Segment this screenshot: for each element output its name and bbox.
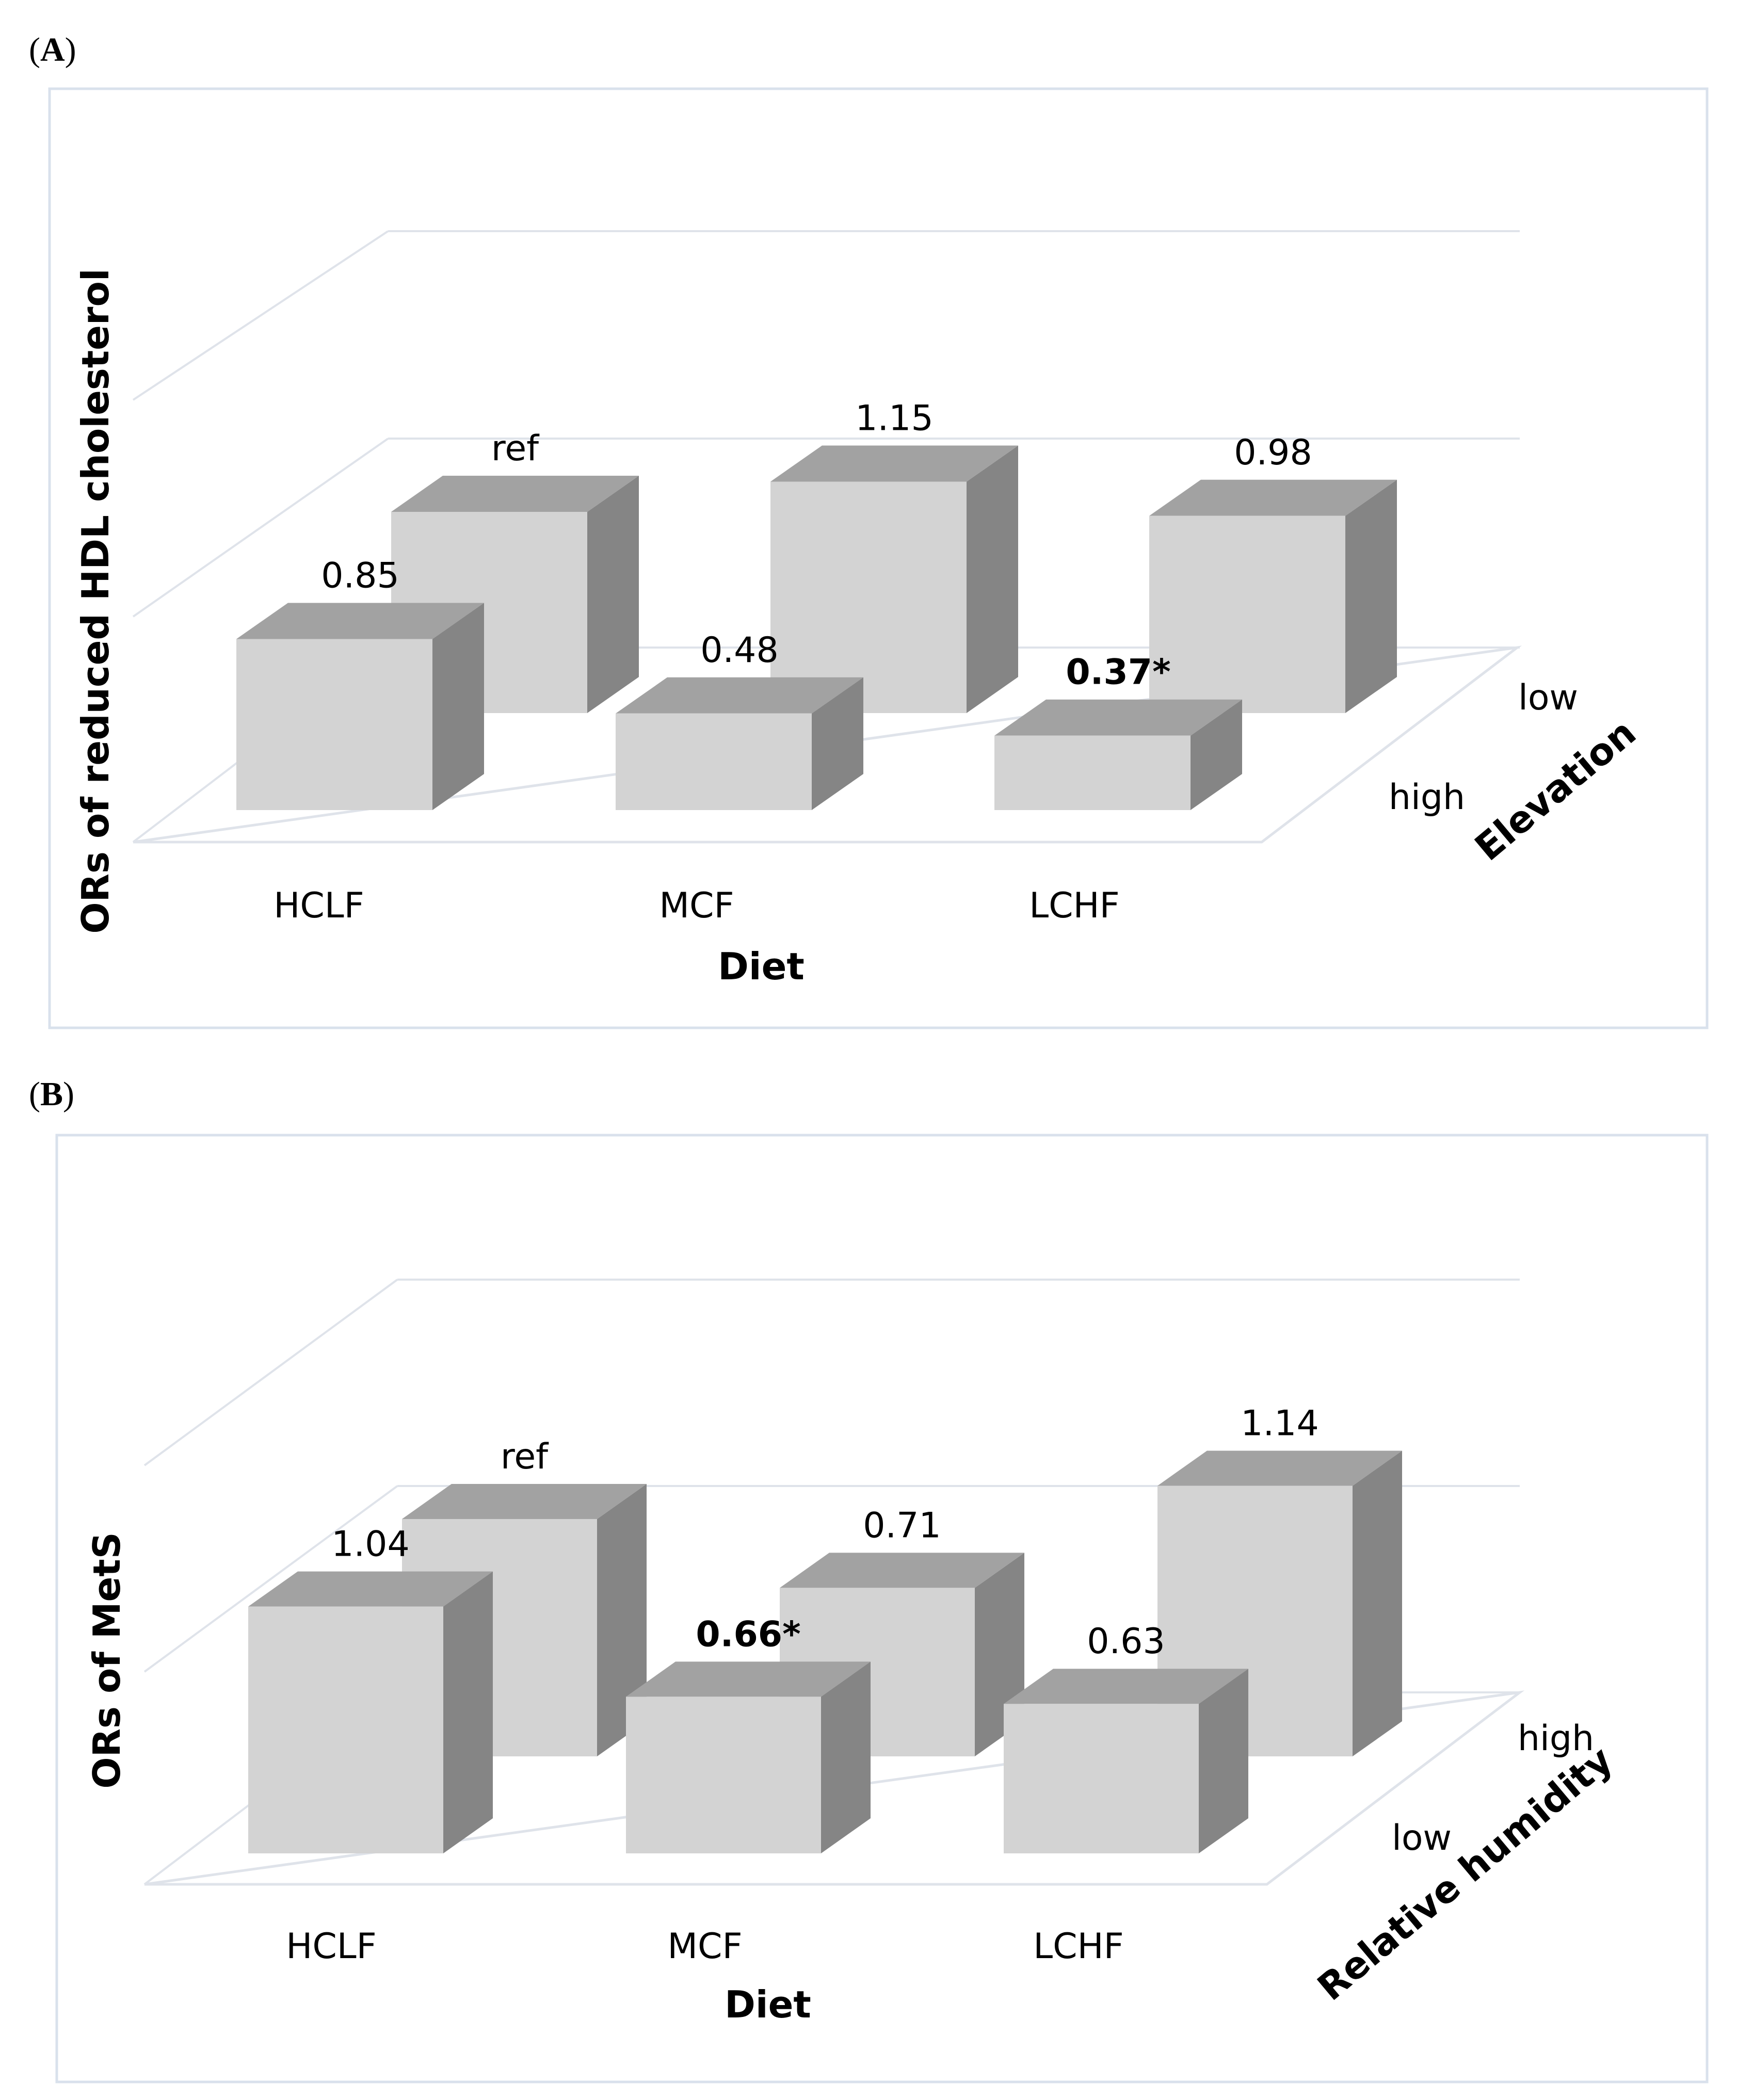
bar-side-face	[587, 476, 639, 713]
bar-front-face	[248, 1606, 443, 1853]
panel-b-category-hclf: HCLF	[286, 1926, 377, 1967]
bar-high-mcf	[616, 677, 863, 810]
bar-side-face	[967, 445, 1018, 713]
panel-b: (B) ref 0.71 1.14 1.04 0.66* 0.63 HCLF MCF LC…	[29, 1075, 1709, 2083]
value-label-low-mcf: 0.66*	[696, 1614, 800, 1655]
bar-high-hclf	[236, 603, 484, 810]
panel-b-value-labels: ref 0.71 1.14 1.04 0.66* 0.63	[331, 1403, 1318, 1662]
panel-b-depth-axis-title: Relative humidity	[1309, 1738, 1620, 2009]
panel-b-x-axis-title: Diet	[725, 1983, 811, 2026]
bar-side-face	[432, 603, 484, 810]
gridline-side	[132, 438, 389, 618]
value-label-high-mcf: 0.48	[700, 630, 778, 671]
panel-b-frame	[55, 1134, 1709, 2083]
bar-top-face	[626, 1661, 871, 1697]
panel-b-y-axis-title: ORs of MetS	[85, 1532, 128, 1788]
value-label-high-lchf: 1.14	[1241, 1403, 1318, 1444]
panel-a-frame	[48, 87, 1709, 1029]
gridline-side	[132, 230, 389, 401]
bar-top-face	[248, 1571, 493, 1607]
panel-a-label: (A)	[29, 31, 76, 69]
bar-low-mcf	[626, 1661, 871, 1853]
panel-a-bars	[236, 445, 1397, 810]
bar-side-face	[1345, 479, 1397, 713]
bar-low-mcf	[770, 445, 1018, 713]
value-label-high-hclf: ref	[501, 1436, 549, 1477]
panel-a-value-labels: ref 1.15 0.98 0.85 0.48 0.37*	[321, 398, 1312, 693]
panel-b-bars	[248, 1450, 1402, 1853]
bar-front-face	[994, 735, 1191, 810]
value-label-high-hclf: 0.85	[321, 556, 399, 596]
panel-a-y-axis-title: ORs of reduced HDL cholesterol	[74, 268, 117, 933]
bar-front-face	[770, 481, 967, 713]
value-label-low-mcf: 1.15	[855, 398, 933, 439]
gridline-side	[143, 1279, 398, 1466]
bar-front-face	[626, 1697, 821, 1853]
value-label-high-lchf: 0.37*	[1066, 652, 1170, 693]
bar-top-face	[994, 699, 1242, 736]
bar-side-face	[812, 677, 863, 810]
bar-top-face	[1004, 1669, 1248, 1704]
bar-front-face	[1004, 1704, 1199, 1853]
bar-top-face	[236, 603, 484, 639]
bar-front-face	[1149, 515, 1345, 713]
panel-a-x-axis-title: Diet	[718, 945, 805, 988]
panel-a-depth-tick-low: low	[1518, 677, 1578, 718]
bar-side-face	[821, 1661, 871, 1853]
gridline-side	[143, 1485, 398, 1673]
panel-a-category-mcf: MCF	[659, 885, 734, 926]
panel-b-category-lchf: LCHF	[1033, 1926, 1124, 1967]
value-label-high-mcf: 0.71	[863, 1505, 941, 1546]
bar-side-face	[1353, 1450, 1402, 1756]
bar-top-face	[616, 677, 863, 714]
value-label-low-hclf: ref	[491, 428, 540, 469]
bar-low-lchf	[1004, 1669, 1248, 1853]
bar-top-face	[391, 476, 639, 512]
bar-top-face	[770, 445, 1018, 482]
bar-top-face	[780, 1553, 1024, 1588]
bar-low-lchf	[1149, 479, 1397, 713]
panel-a-depth-tick-high: high	[1389, 777, 1465, 818]
bar-top-face	[1157, 1450, 1402, 1486]
panel-a: (A) ref 1.15 0.98 0.85 0.48 0.37* HCLF MCF LC…	[29, 31, 1709, 1029]
bar-front-face	[236, 639, 432, 810]
bar-top-face	[402, 1484, 647, 1519]
value-label-low-lchf: 0.63	[1087, 1621, 1165, 1662]
panel-a-depth-axis-title: Elevation	[1467, 710, 1644, 869]
panel-b-category-mcf: MCF	[667, 1926, 742, 1967]
bar-top-face	[1149, 479, 1397, 516]
panel-b-depth-tick-low: low	[1392, 1818, 1452, 1859]
bar-side-face	[1191, 699, 1242, 810]
bar-high-lchf	[994, 699, 1242, 810]
value-label-low-lchf: 0.98	[1234, 432, 1312, 473]
panel-b-label: (B)	[29, 1075, 74, 1113]
bar-side-face	[597, 1484, 647, 1756]
panel-b-depth-tick-high: high	[1518, 1718, 1594, 1759]
bar-side-face	[443, 1571, 493, 1853]
panel-a-category-lchf: LCHF	[1029, 885, 1120, 926]
panel-a-category-hclf: HCLF	[274, 885, 364, 926]
value-label-low-hclf: 1.04	[331, 1524, 409, 1565]
bar-front-face	[616, 713, 812, 810]
bar-side-face	[1199, 1669, 1248, 1853]
bar-low-hclf	[248, 1571, 493, 1853]
